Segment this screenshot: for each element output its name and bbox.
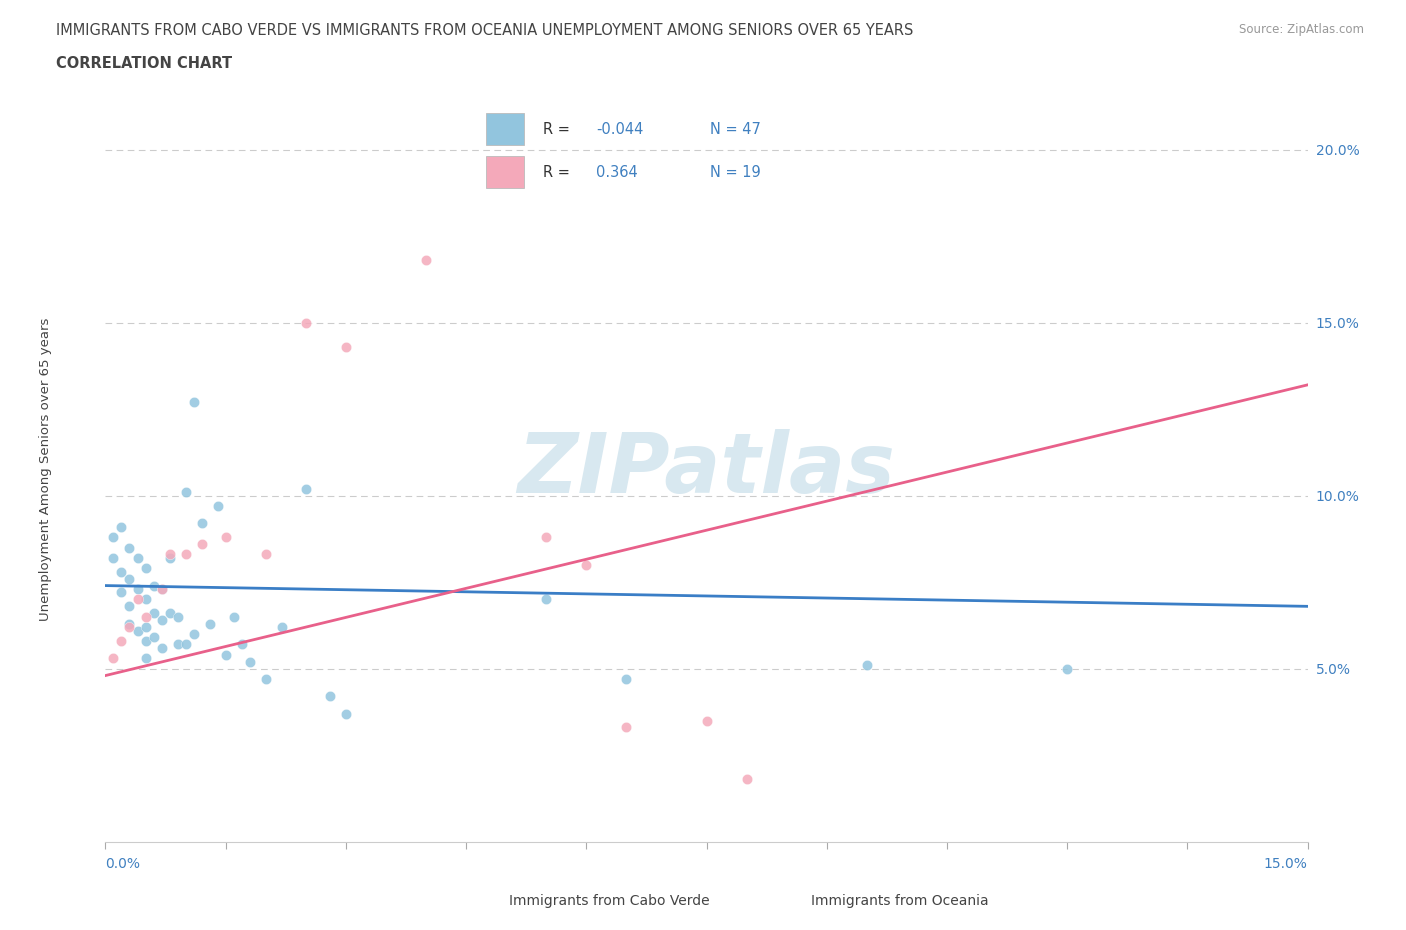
Point (135, 633, 157, 648)
Text: ZIPatlas: ZIPatlas (517, 429, 896, 511)
Point (118, 571, 141, 586)
Text: CORRELATION CHART: CORRELATION CHART (56, 56, 232, 71)
Point (110, 519, 132, 534)
Point (159, 605, 181, 620)
Point (150, 581, 173, 596)
Point (696, 713, 718, 728)
Point (174, 485, 197, 499)
Point (575, 557, 598, 572)
Point (231, 637, 253, 652)
Point (183, 394, 205, 409)
Point (174, 547, 197, 562)
Point (270, 619, 292, 634)
Point (127, 551, 149, 565)
Point (135, 561, 157, 576)
Point (190, 516, 212, 531)
Point (135, 651, 157, 666)
Text: N = 47: N = 47 (710, 122, 761, 137)
Point (1056, 661, 1078, 676)
Point (190, 537, 212, 551)
Point (135, 609, 157, 624)
Point (335, 339, 357, 354)
Text: -0.044: -0.044 (596, 122, 644, 137)
Point (103, 551, 125, 565)
Point (110, 585, 132, 600)
Point (118, 617, 141, 631)
Point (207, 498, 229, 513)
FancyBboxPatch shape (486, 113, 524, 145)
Point (183, 627, 205, 642)
Point (135, 619, 157, 634)
Point (159, 551, 181, 565)
Point (127, 623, 149, 638)
Point (534, 592, 557, 607)
Point (118, 619, 141, 634)
Point (142, 605, 165, 620)
Point (150, 641, 173, 656)
Point (103, 530, 125, 545)
Point (295, 315, 318, 330)
Point (214, 530, 236, 545)
Point (254, 671, 277, 686)
Point (127, 592, 149, 607)
Point (135, 592, 157, 607)
FancyBboxPatch shape (486, 156, 524, 188)
Point (534, 530, 557, 545)
Point (166, 609, 188, 624)
Point (118, 540, 141, 555)
Point (142, 630, 165, 644)
Point (142, 578, 165, 593)
Text: 15.0%: 15.0% (1264, 857, 1308, 871)
Point (222, 609, 245, 624)
Point (254, 547, 277, 562)
Point (103, 651, 125, 666)
Text: 0.364: 0.364 (596, 165, 638, 179)
Text: R =: R = (543, 122, 569, 137)
Point (198, 617, 221, 631)
Text: R =: R = (543, 165, 569, 179)
Text: Immigrants from Cabo Verde: Immigrants from Cabo Verde (509, 894, 710, 909)
Text: N = 19: N = 19 (710, 165, 761, 179)
Point (319, 689, 342, 704)
Text: Unemployment Among Seniors over 65 years: Unemployment Among Seniors over 65 years (39, 318, 52, 621)
Point (127, 581, 149, 596)
Point (118, 599, 141, 614)
Point (239, 655, 262, 670)
Point (855, 658, 877, 672)
Point (110, 633, 132, 648)
Point (150, 581, 173, 596)
Text: Immigrants from Oceania: Immigrants from Oceania (811, 894, 988, 909)
Point (214, 647, 236, 662)
Point (110, 565, 132, 579)
Point (159, 547, 181, 562)
Point (335, 706, 357, 721)
Point (174, 637, 197, 652)
Point (166, 637, 188, 652)
Point (150, 613, 173, 628)
Text: 0.0%: 0.0% (105, 857, 141, 871)
Text: Source: ZipAtlas.com: Source: ZipAtlas.com (1239, 23, 1364, 36)
Text: IMMIGRANTS FROM CABO VERDE VS IMMIGRANTS FROM OCEANIA UNEMPLOYMENT AMONG SENIORS: IMMIGRANTS FROM CABO VERDE VS IMMIGRANTS… (56, 23, 914, 38)
Point (295, 481, 318, 496)
Point (616, 720, 638, 735)
Point (415, 253, 437, 268)
Point (616, 671, 638, 686)
Point (735, 772, 758, 787)
